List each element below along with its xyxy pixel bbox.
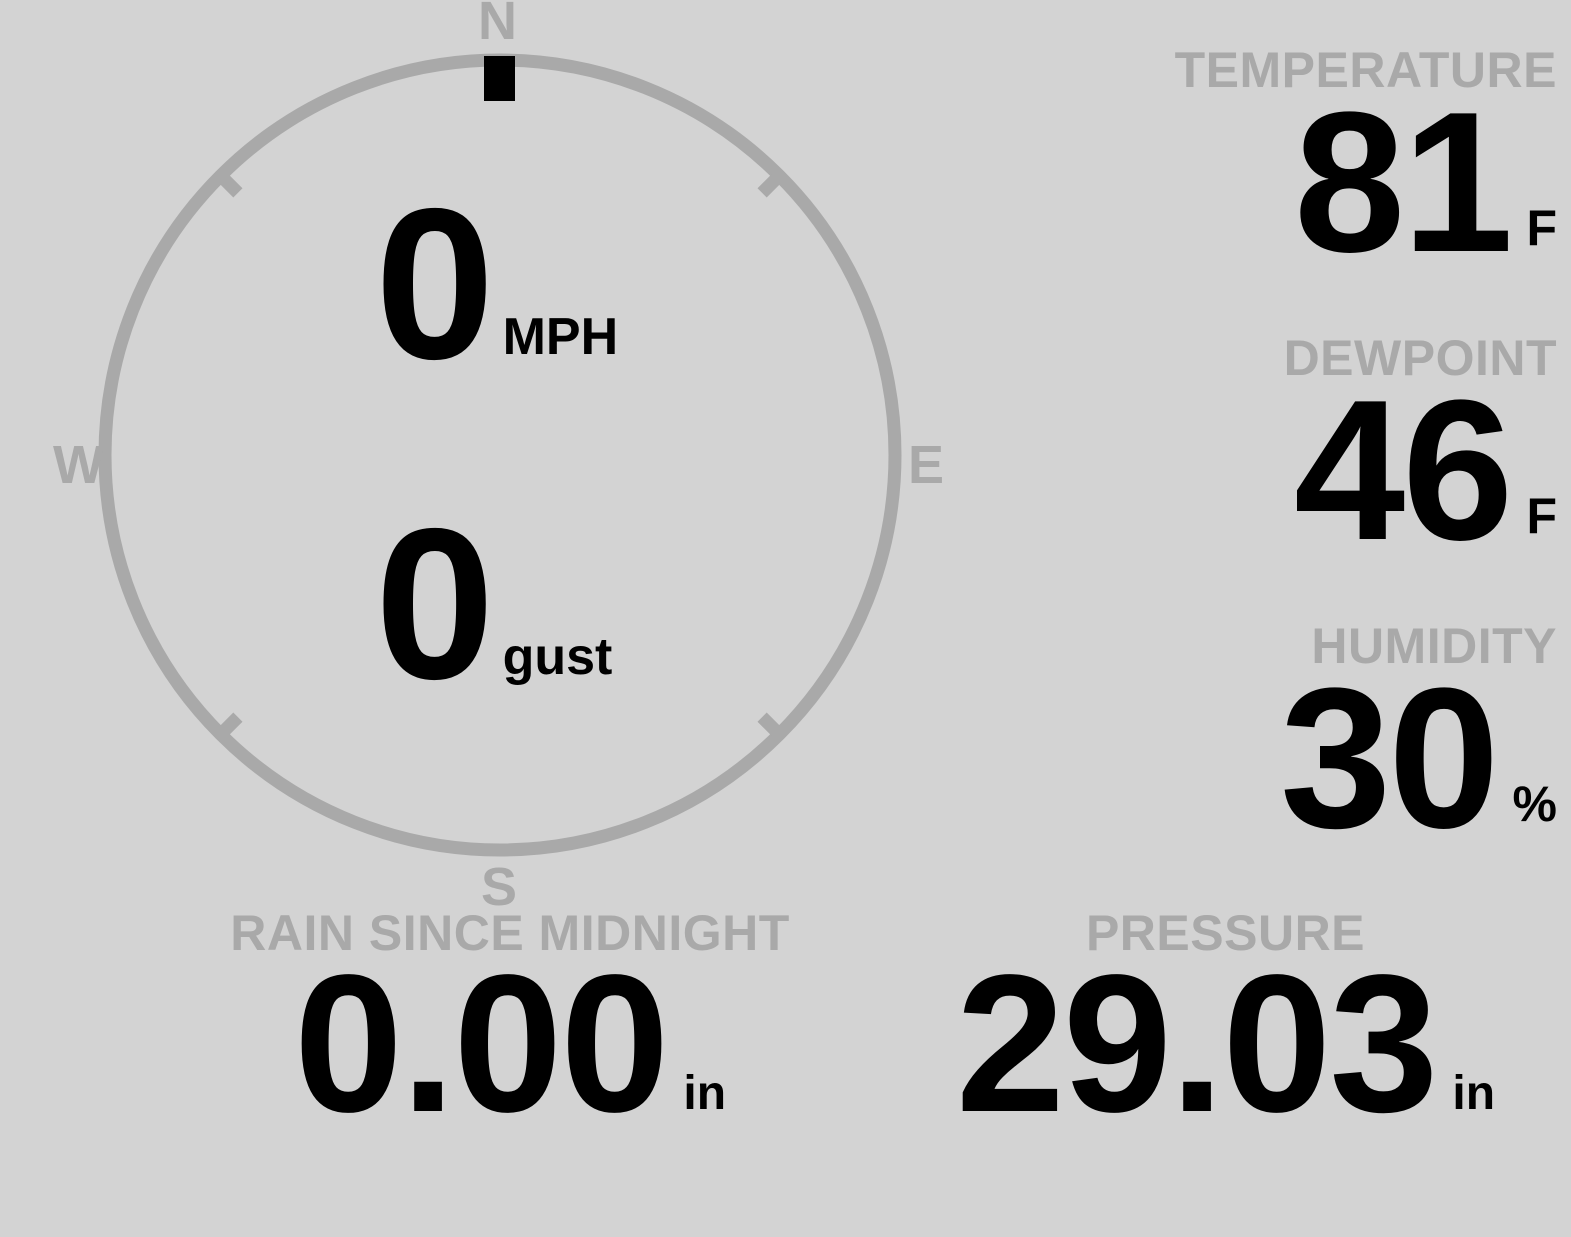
humidity-value-row: 30 % (937, 647, 1557, 870)
temperature-value-row: 81 F (937, 71, 1557, 294)
humidity-value: 30 (1280, 647, 1499, 870)
pressure-label: PRESSURE (1085, 905, 1366, 961)
rain-value-row: 0.00 in (200, 934, 820, 1153)
wind-direction-marker-icon (484, 56, 515, 101)
temperature-label: TEMPERATURE (1174, 42, 1557, 98)
compass-tick-nw (219, 174, 243, 198)
compass-ring-circle (98, 53, 902, 857)
dewpoint-value-row: 46 F (937, 359, 1557, 582)
metric-rain-since-midnight: RAIN SINCE MIDNIGHT 0.00 in (200, 905, 820, 1153)
rain-value: 0.00 (293, 934, 669, 1153)
compass-tick-ne (757, 174, 781, 198)
compass-tick-se (757, 712, 781, 736)
humidity-label: HUMIDITY (1311, 618, 1557, 674)
pressure-value-row: 29.03 in (880, 934, 1571, 1153)
metric-dewpoint: DEWPOINT 46 F (937, 330, 1557, 582)
compass-tick-marks (219, 174, 781, 736)
temperature-value: 81 (1293, 71, 1513, 294)
wind-gust-unit: gust (502, 628, 613, 686)
pressure-unit: in (1452, 1067, 1496, 1120)
metric-temperature: TEMPERATURE 81 F (937, 42, 1557, 294)
temperature-unit: F (1526, 200, 1557, 256)
dewpoint-unit: F (1526, 488, 1557, 544)
dewpoint-value: 46 (1293, 359, 1513, 582)
compass-label-east: E (908, 435, 945, 495)
rain-label: RAIN SINCE MIDNIGHT (230, 905, 790, 961)
compass-ring-graphic (98, 53, 902, 857)
wind-gust-readout: 0 gust (375, 483, 613, 724)
wind-speed-readout: 0 MPH (375, 163, 619, 404)
compass-label-south: S (481, 857, 518, 917)
wind-gust-value: 0 (375, 483, 495, 724)
compass-label-west: W (53, 435, 104, 495)
rain-unit: in (683, 1067, 727, 1120)
compass-tick-sw (219, 712, 243, 736)
metric-pressure: PRESSURE 29.03 in (880, 905, 1571, 1153)
wind-speed-value: 0 (375, 163, 495, 404)
wind-compass-dial: N S W E 0 MPH 0 gust (0, 0, 990, 940)
dewpoint-label: DEWPOINT (1283, 330, 1557, 386)
compass-label-north: N (478, 0, 517, 51)
pressure-value: 29.03 (955, 934, 1438, 1153)
wind-speed-unit: MPH (502, 308, 619, 366)
humidity-unit: % (1512, 776, 1557, 832)
metric-humidity: HUMIDITY 30 % (937, 618, 1557, 870)
